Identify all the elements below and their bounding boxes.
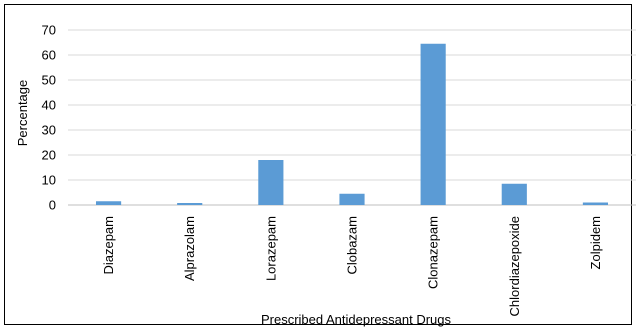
x-tick-label: Clonazepam <box>426 216 441 289</box>
bars <box>95 43 609 205</box>
bar-lorazepam <box>258 160 284 205</box>
x-tick-label: Alprazolam <box>182 216 197 281</box>
x-axis-label: Prescribed Antidepressant Drugs <box>261 312 452 327</box>
x-tick-label: Chlordiazepoxide <box>507 216 522 316</box>
bar-chlordiazepoxide <box>501 183 527 205</box>
x-tick-label: Zolpidem <box>588 216 603 269</box>
bar-clobazam <box>339 193 365 205</box>
y-axis-ticks: 0 10 20 30 40 50 60 70 <box>42 23 56 213</box>
bar-zolpidem <box>582 202 609 205</box>
y-tick-label: 50 <box>42 73 56 88</box>
chart-frame <box>4 4 632 325</box>
y-tick-label: 60 <box>42 48 56 63</box>
bar-alprazolam <box>177 203 203 205</box>
x-tick-label: Clobazam <box>345 216 360 275</box>
y-tick-label: 70 <box>42 23 56 38</box>
y-tick-label: 10 <box>42 173 56 188</box>
y-axis-label: Percentage <box>15 80 30 147</box>
y-tick-label: 0 <box>49 198 56 213</box>
bar-diazepam <box>95 201 122 205</box>
bar-clonazepam <box>420 43 446 205</box>
y-tick-label: 20 <box>42 148 56 163</box>
y-tick-label: 40 <box>42 98 56 113</box>
y-tick-label: 30 <box>42 123 56 138</box>
x-tick-label: Diazepam <box>101 216 116 275</box>
x-axis-ticks: Diazepam Alprazolam Lorazepam Clobazam Clona… <box>101 216 603 316</box>
x-tick-label: Lorazepam <box>263 216 278 281</box>
gridlines <box>68 29 636 206</box>
